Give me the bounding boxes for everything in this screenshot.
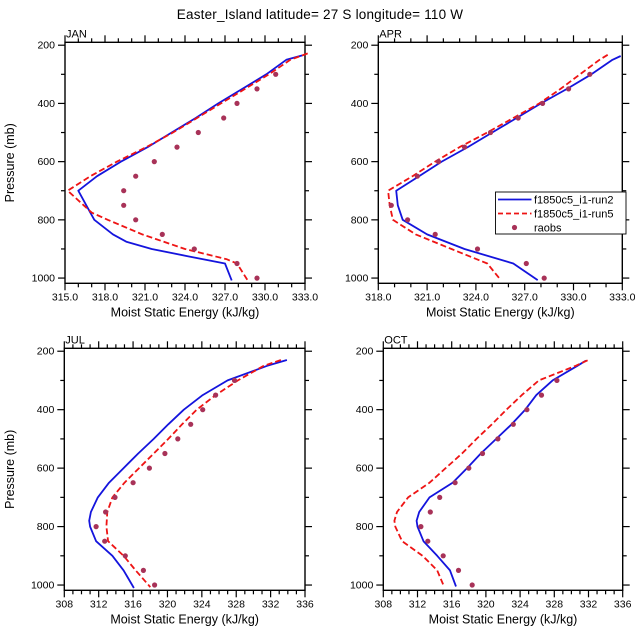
x-tick-label: 336 <box>296 598 314 610</box>
y-axis-title-jul: Pressure (mb) <box>3 430 17 509</box>
page-title: Easter_Island latitude= 27 S longitude= … <box>176 7 464 22</box>
y-tick-label: 400 <box>356 404 374 416</box>
y-tick-label: 800 <box>37 214 55 226</box>
y-tick-label: 600 <box>351 156 369 168</box>
legend-raobs-dot <box>511 224 518 231</box>
y-tick-label: 1000 <box>345 273 369 285</box>
x-axis-title-apr: Moist Static Energy (kJ/kg) <box>426 305 575 319</box>
x-tick-label: 336 <box>614 598 632 610</box>
ticks-oct <box>376 341 630 598</box>
ticks-jul <box>57 341 312 598</box>
y-tick-label: 200 <box>356 346 374 358</box>
y-axis-title-jan: Pressure (mb) <box>3 123 17 202</box>
x-tick-label: 320 <box>477 598 495 610</box>
x-tick-label: 312 <box>90 598 108 610</box>
panel-apr: APR 318.0 321.0 324.0 327.0 330.0 333.0 Moist S… <box>345 28 636 319</box>
plot-frame-jul <box>63 347 306 591</box>
x-tick-label: 318.0 <box>365 291 391 303</box>
run2-line-oct <box>415 359 587 587</box>
x-tick-label: 327.0 <box>512 291 538 303</box>
y-tick-label: 400 <box>37 98 55 110</box>
y-tick-label: 200 <box>37 346 55 358</box>
y-tick-label: 800 <box>356 521 374 533</box>
x-tick-label: 324.0 <box>463 291 489 303</box>
y-tick-label: 400 <box>37 404 55 416</box>
y-tick-label: 1000 <box>31 580 55 592</box>
x-tick-label: 312 <box>409 598 427 610</box>
raobs-dots-apr <box>388 71 593 281</box>
x-tick-label: 332 <box>580 598 598 610</box>
y-tick-label: 800 <box>351 214 369 226</box>
raobs-dots-jan <box>121 71 279 281</box>
x-tick-label: 308 <box>375 598 393 610</box>
run2-line-jan <box>77 54 303 281</box>
raobs-dots-oct <box>418 377 560 588</box>
month-label-jul: JUL <box>65 334 85 346</box>
y-tick-label: 200 <box>37 40 55 52</box>
x-tick-label: 333.0 <box>292 291 318 303</box>
panel-jan: JAN 315.0 318.0 321.0 324.0 327.0 330.0 333.0 Mo… <box>3 28 318 319</box>
run5-line-jan <box>66 52 309 281</box>
x-axis-title-jul: Moist Static Energy (kJ/kg) <box>110 612 259 626</box>
x-tick-label: 333.0 <box>609 291 635 303</box>
run5-line-jul <box>105 359 282 588</box>
plot-frame-apr <box>377 41 623 284</box>
y-tick-label: 1000 <box>32 273 56 285</box>
x-tick-label: 318.0 <box>92 291 118 303</box>
y-tick-label: 400 <box>351 98 369 110</box>
x-tick-label: 321.0 <box>132 291 158 303</box>
plot-frame-oct <box>382 347 624 591</box>
x-tick-label: 330.0 <box>252 291 278 303</box>
x-tick-label: 332 <box>262 598 280 610</box>
x-tick-label: 321.0 <box>414 291 440 303</box>
month-label-apr: APR <box>379 28 402 40</box>
legend-run5-label: f1850c5_i1-run5 <box>534 208 614 220</box>
x-tick-label: 328 <box>227 598 245 610</box>
legend-run2-label: f1850c5_i1-run2 <box>534 194 614 206</box>
x-tick-label: 324.0 <box>172 291 198 303</box>
y-tick-label: 1000 <box>350 580 374 592</box>
x-tick-label: 324 <box>511 598 529 610</box>
run2-line-jul <box>88 359 288 589</box>
x-tick-label: 308 <box>56 598 74 610</box>
y-tick-label: 200 <box>351 40 369 52</box>
x-tick-label: 316 <box>124 598 142 610</box>
raobs-dots-jul <box>93 377 238 588</box>
x-tick-label: 327.0 <box>212 291 238 303</box>
month-label-jan: JAN <box>66 28 87 40</box>
ticks-apr <box>371 35 630 291</box>
month-label-oct: OCT <box>384 334 408 346</box>
x-tick-label: 328 <box>546 598 564 610</box>
x-tick-label: 315.0 <box>52 291 78 303</box>
plot-frame-jan <box>64 41 306 284</box>
panel-oct: OCT 308 312 316 320 324 328 332 336 Moist Static … <box>350 334 632 626</box>
y-tick-label: 800 <box>37 521 55 533</box>
run5-line-oct <box>393 359 588 587</box>
x-axis-title-jan: Moist Static Energy (kJ/kg) <box>111 305 260 319</box>
x-tick-label: 330.0 <box>560 291 586 303</box>
y-tick-label: 600 <box>356 463 374 475</box>
run5-line-apr <box>387 54 609 281</box>
x-tick-label: 320 <box>159 598 177 610</box>
legend-raobs-label: raobs <box>534 222 562 234</box>
y-tick-label: 600 <box>37 463 55 475</box>
x-tick-label: 316 <box>443 598 461 610</box>
x-tick-label: 324 <box>193 598 211 610</box>
x-axis-title-oct: Moist Static Energy (kJ/kg) <box>429 612 578 626</box>
y-tick-label: 600 <box>37 156 55 168</box>
run2-line-apr <box>395 55 622 281</box>
panel-jul: JUL 308 312 316 320 324 328 332 336 Moist Static … <box>3 334 314 626</box>
